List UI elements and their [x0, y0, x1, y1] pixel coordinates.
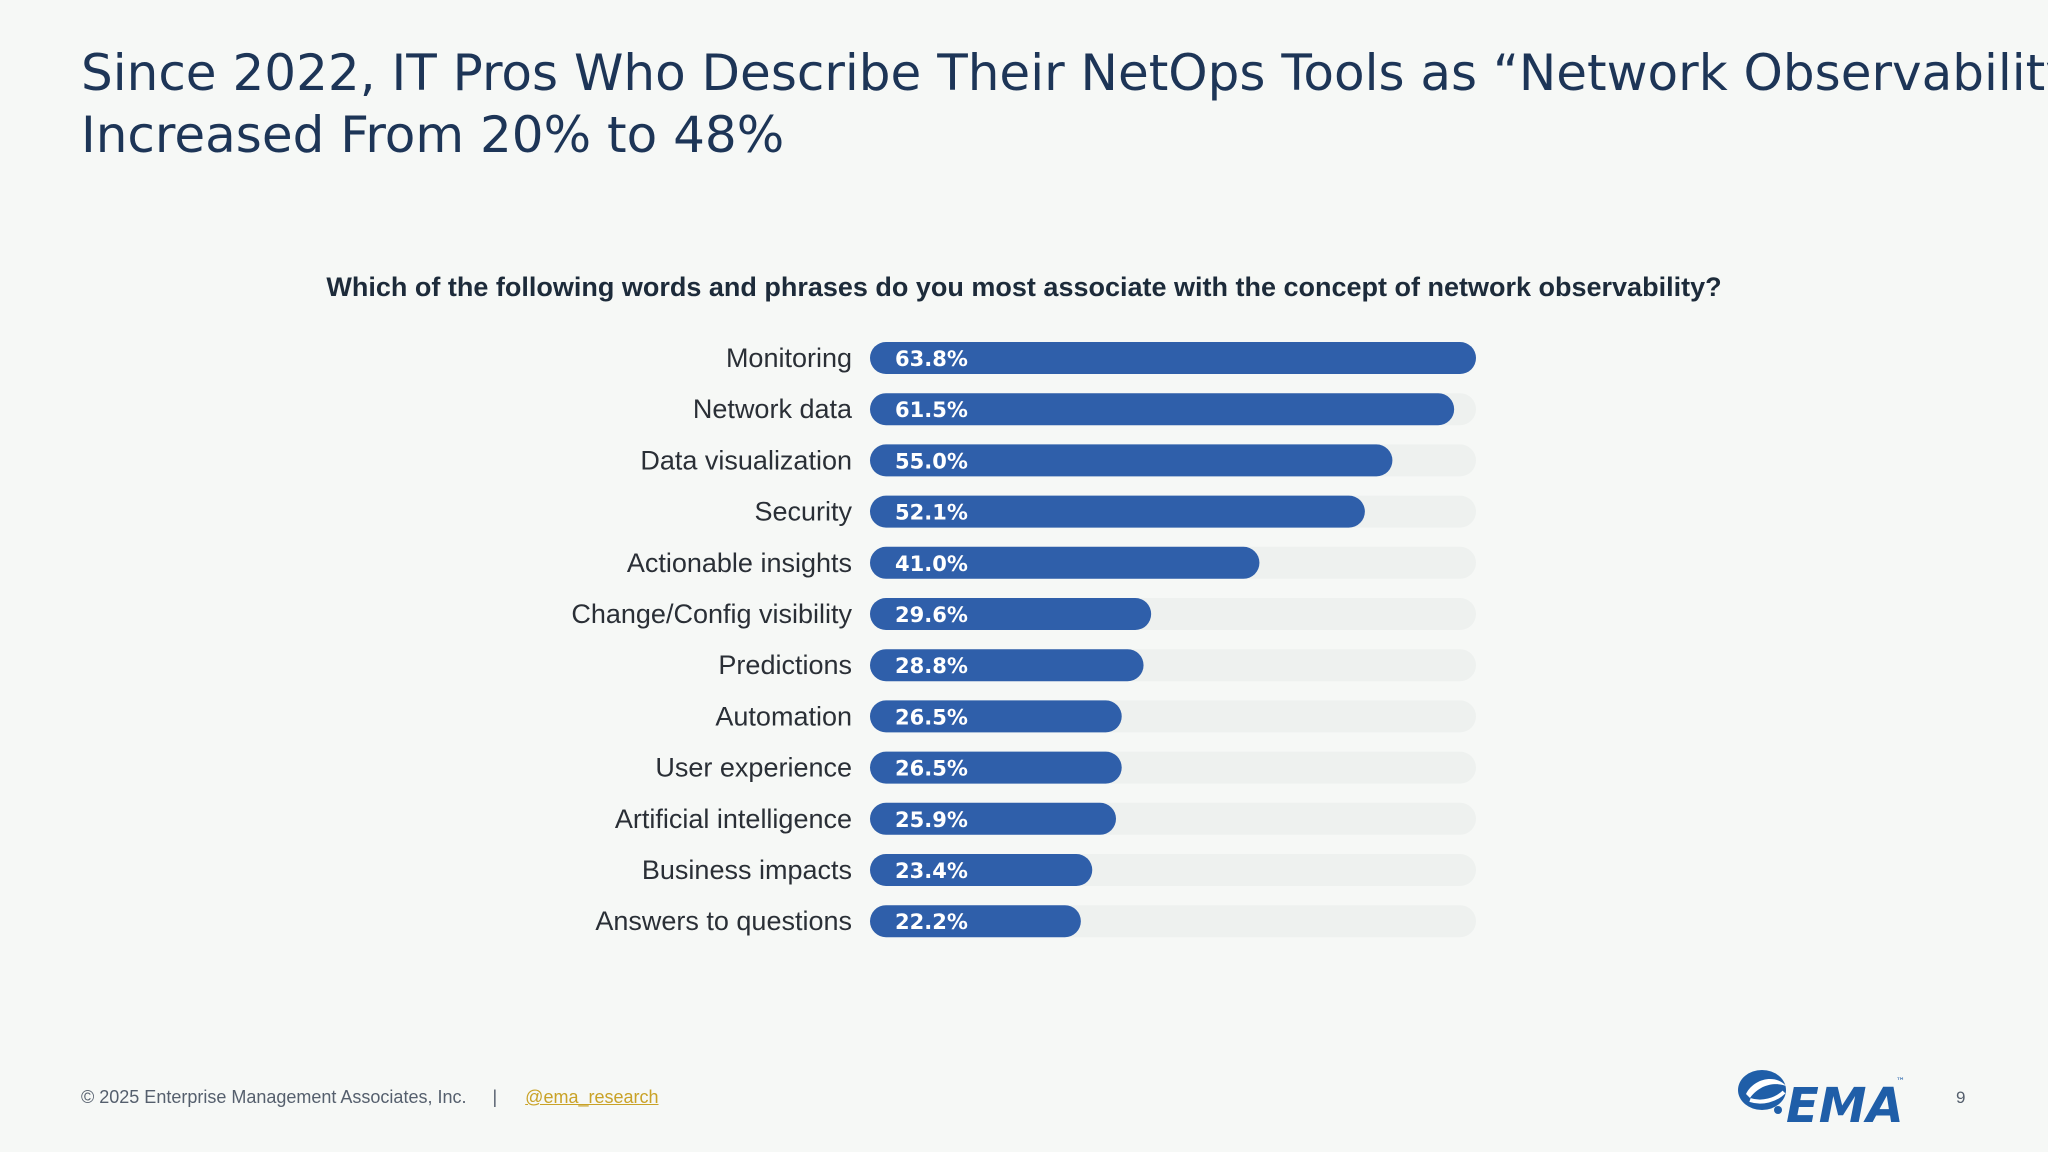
category-label: Business impacts	[642, 855, 852, 885]
data-label: 22.2%	[895, 910, 968, 934]
category-label: Network data	[693, 394, 853, 424]
bar	[870, 649, 1144, 682]
category-label: Answers to questions	[595, 906, 852, 936]
page-number: 9	[1956, 1088, 1966, 1107]
ema-logo-wordmark: EMA	[1786, 1078, 1904, 1128]
category-label: Automation	[715, 701, 852, 731]
bar	[870, 905, 1081, 938]
bar	[870, 342, 1476, 374]
category-label: Data visualization	[640, 445, 852, 475]
category-label: User experience	[655, 753, 852, 783]
copyright-text: © 2025 Enterprise Management Associates,…	[81, 1087, 467, 1107]
chart-title: Which of the following words and phrases…	[326, 272, 1722, 302]
category-label: Security	[754, 497, 852, 527]
bar	[870, 802, 1117, 835]
bar	[870, 700, 1122, 733]
bar	[870, 495, 1365, 528]
bar	[870, 393, 1455, 426]
ema-logo-trademark: ™	[1896, 1077, 1905, 1087]
data-label: 25.9%	[895, 808, 968, 832]
footer: © 2025 Enterprise Management Associates,…	[81, 1087, 659, 1108]
data-label: 23.4%	[895, 859, 968, 883]
bar	[870, 598, 1152, 630]
bar	[870, 444, 1393, 477]
data-label: 26.5%	[895, 757, 968, 781]
footer-separator: |	[492, 1087, 498, 1107]
data-label: 63.8%	[895, 347, 968, 371]
category-label: Artificial intelligence	[615, 804, 852, 834]
data-label: 55.0%	[895, 449, 968, 473]
data-label: 61.5%	[895, 398, 968, 422]
ema-logo: EMA ™	[1738, 1070, 1905, 1128]
slide-title-line-2: Increased From 20% to 48%	[81, 106, 785, 164]
data-label: 26.5%	[895, 705, 968, 729]
bar	[870, 546, 1260, 579]
category-label: Change/Config visibility	[571, 599, 852, 629]
data-label: 28.8%	[895, 654, 968, 678]
category-label: Actionable insights	[627, 548, 852, 578]
bar	[870, 751, 1122, 784]
data-label: 29.6%	[895, 603, 968, 627]
category-label: Predictions	[718, 650, 852, 680]
slide-title: Since 2022, IT Pros Who Describe Their N…	[81, 42, 2048, 166]
data-label: 52.1%	[895, 501, 968, 525]
twitter-handle-link[interactable]: @ema_research	[525, 1087, 659, 1107]
category-label: Monitoring	[726, 343, 852, 373]
ema-swoosh-icon	[1738, 1070, 1786, 1114]
slide-title-line-1: Since 2022, IT Pros Who Describe Their N…	[81, 44, 2048, 102]
bar	[870, 854, 1093, 886]
data-label: 41.0%	[895, 552, 968, 576]
